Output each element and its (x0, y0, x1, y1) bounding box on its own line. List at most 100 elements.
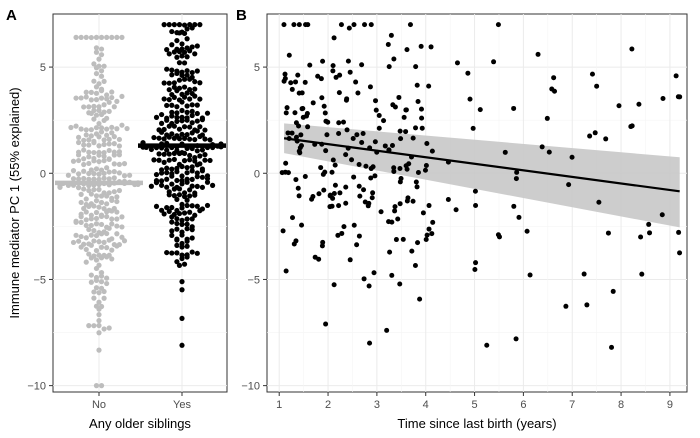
panel-a-point-yes (176, 262, 183, 269)
panel-a-point-no (96, 63, 102, 69)
panel-a-frame (52, 13, 228, 393)
panel-b-point (371, 270, 377, 276)
panel-b-point (359, 140, 365, 146)
panel-b-point (589, 71, 595, 77)
panel-a-point-yes (171, 84, 177, 90)
panel-a-point-yes (159, 182, 165, 188)
panel-a-point-no (70, 167, 77, 174)
panel-b-point (291, 22, 297, 28)
panel-a-point-no (86, 104, 92, 110)
panel-a-point-yes (204, 202, 211, 209)
panel-a-point-no (93, 232, 100, 239)
panel-b-point (333, 74, 339, 80)
panel-b-point (382, 143, 388, 149)
panel-b-point (473, 202, 479, 208)
panel-b-point (389, 272, 395, 278)
panel-b-marks (279, 22, 683, 350)
panel-b-point (331, 282, 337, 288)
panel-a-point-no (93, 166, 100, 172)
panel-a-point-yes (161, 211, 167, 217)
panel-a-point-yes (161, 80, 167, 86)
panel-b-point (419, 115, 425, 121)
panel-a-point-yes (174, 68, 180, 74)
panel-b-point (581, 271, 587, 277)
panel-a-point-yes (189, 183, 195, 189)
panel-a-point-yes (166, 80, 172, 86)
panel-b-point (511, 105, 517, 111)
panel-a-point-no (70, 239, 77, 246)
panel-b-point (332, 162, 338, 168)
panel-b-point (549, 86, 555, 92)
panel-a-point-yes (192, 155, 198, 161)
panel-a-point-yes (179, 279, 185, 285)
panel-a-point-no (91, 149, 97, 156)
panel-a-point-no (83, 34, 89, 40)
panel-a-point-yes (169, 250, 175, 256)
panel-a-point-yes (199, 166, 205, 172)
panel-a-point-yes (184, 54, 190, 60)
panel-b-point (298, 143, 304, 149)
panel-a-point-yes (169, 42, 175, 48)
panel-a-point-no (93, 209, 100, 216)
panel-b-point (376, 125, 382, 131)
panel-b-x-tick-label: 7 (569, 399, 575, 411)
panel-a-point-yes (174, 242, 180, 248)
panel-b-point (300, 114, 306, 120)
panel-b-point (293, 79, 299, 85)
panel-a-point-no (88, 97, 94, 103)
panel-a-point-yes (171, 186, 177, 192)
panel-a-point-yes (207, 137, 213, 143)
panel-b-point (290, 215, 296, 221)
panel-b-point (605, 230, 611, 236)
panel-b-point (315, 73, 321, 79)
panel-b-point (336, 120, 342, 126)
panel-a-point-no (76, 184, 82, 191)
panel-a-point-no (91, 323, 97, 329)
panel-b-point (327, 192, 333, 198)
panel-b-point (366, 200, 372, 206)
panel-a-point-yes (159, 207, 165, 213)
panel-b-point (338, 22, 344, 28)
panel-a-point-no (96, 158, 102, 165)
panel-a-point-yes (174, 54, 180, 60)
panel-a-point-yes (187, 209, 193, 215)
panel-a-point-yes (199, 132, 205, 138)
panel-b-y-tick-label: −5 (247, 274, 260, 286)
panel-a-point-yes (187, 96, 193, 102)
panel-b-point (285, 170, 291, 176)
panel-b-point (293, 120, 299, 126)
panel-a-point-no (91, 187, 97, 193)
panel-a-point-no (86, 110, 92, 116)
panel-b-point (337, 190, 343, 196)
panel-a-point-yes (151, 157, 157, 163)
panel-a-point-yes (189, 44, 195, 50)
panel-b-point (388, 32, 394, 38)
panel-a-point-no (86, 251, 92, 257)
panel-a-point-yes (179, 287, 185, 293)
panel-b-point (373, 107, 379, 113)
panel-a-point-no (88, 272, 94, 278)
panel-a-point-no (78, 219, 84, 225)
panel-a-point-no (116, 187, 122, 194)
panel-a-point-no (104, 254, 110, 260)
panel-a-point-yes (194, 110, 200, 117)
panel-a-point-yes (187, 152, 193, 159)
panel-a-point-yes (181, 158, 188, 164)
panel-a-point-yes (161, 126, 167, 133)
panel-a-point-no (88, 212, 94, 218)
panel-a-point-no (111, 149, 117, 155)
panel-b-point (429, 231, 435, 237)
panel-a-point-yes (194, 183, 200, 189)
panel-a-point-no (109, 208, 115, 214)
panel-a-point-yes (171, 22, 177, 28)
panel-a-point-no (109, 130, 115, 136)
panel-a-point-yes (171, 193, 177, 199)
panel-b-point (647, 230, 653, 236)
panel-a-point-no (109, 89, 115, 95)
panel-a-point-no (104, 193, 110, 199)
panel-a-point-no (83, 127, 89, 133)
panel-a-point-no (98, 273, 105, 279)
panel-a-point-no (104, 230, 110, 237)
panel-a-point-no (96, 149, 102, 156)
panel-a-point-yes (184, 36, 190, 42)
